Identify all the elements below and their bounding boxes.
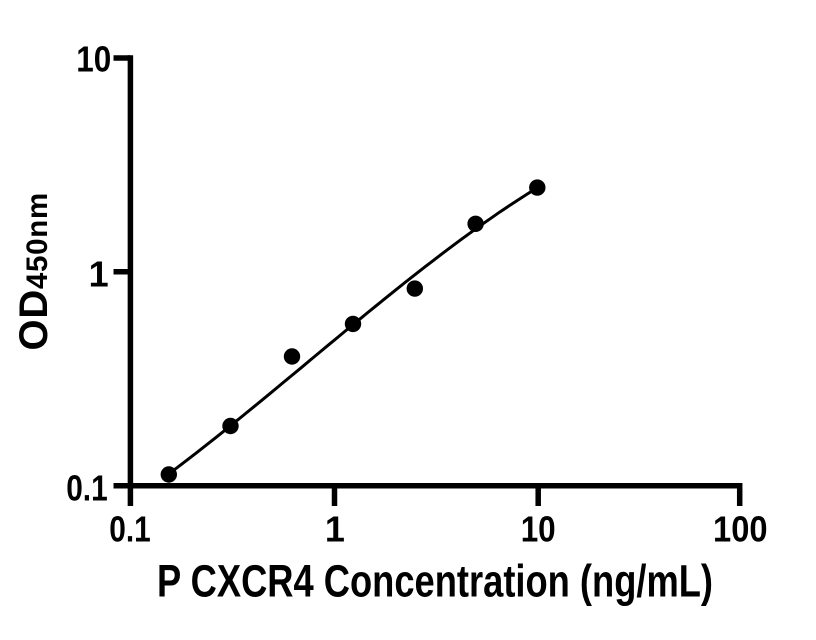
svg-text:10: 10 <box>76 39 111 80</box>
svg-text:1: 1 <box>89 254 109 295</box>
svg-text:100: 100 <box>713 509 768 550</box>
svg-text:10: 10 <box>521 509 556 550</box>
svg-text:1: 1 <box>325 509 345 550</box>
svg-text:0.1: 0.1 <box>66 467 108 508</box>
svg-text:0.1: 0.1 <box>109 509 151 550</box>
svg-text:P CXCR4 Concentration (ng/mL): P CXCR4 Concentration (ng/mL) <box>157 555 713 606</box>
